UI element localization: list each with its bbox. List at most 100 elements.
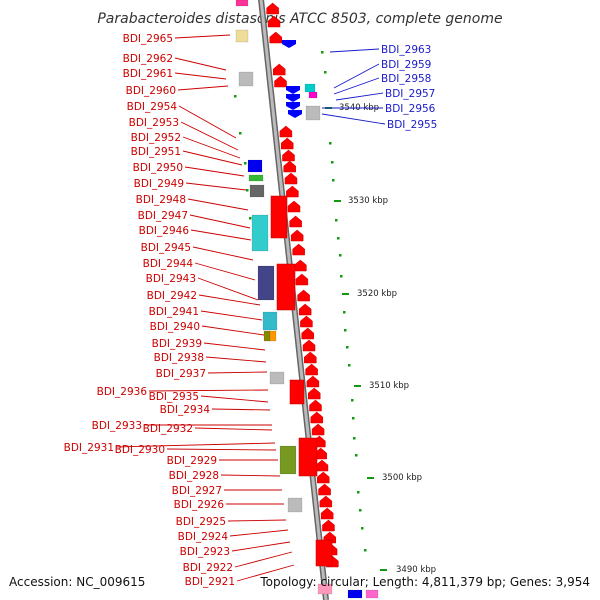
olive-green-feature [279, 445, 297, 475]
leader-line [329, 48, 380, 53]
leader-line [200, 310, 263, 321]
forward-gene-block [289, 379, 305, 405]
forward-gene-block [270, 195, 288, 239]
map-title: Parabacteroides distasonis ATCC 8503, co… [97, 11, 502, 27]
leader-line [203, 342, 266, 351]
topology-text: Topology: circular; Length: 4,811,379 bp… [259, 575, 590, 589]
left-gene-label: BDI_2947 [138, 210, 188, 222]
accession-text: Accession: NC_009615 [9, 575, 145, 589]
tick-mark [352, 417, 355, 420]
tick-mark [340, 275, 343, 278]
left-gene-label: BDI_2930 [115, 444, 165, 456]
forward-gene-arrow [272, 63, 286, 76]
left-gene-label: BDI_2929 [167, 455, 217, 467]
left-gene-label: BDI_2948 [136, 194, 186, 206]
right-gene-label: BDI_2963 [381, 44, 431, 56]
leader-line [234, 551, 293, 568]
left-gene-label: BDI_2945 [141, 242, 191, 254]
leader-line [211, 408, 271, 411]
left-gene-label: BDI_2941 [149, 306, 199, 318]
forward-gene-arrow [290, 229, 304, 242]
left-gene-label: BDI_2932 [143, 423, 193, 435]
kbp-label: 3500 kbp [382, 473, 422, 483]
right-gene-label: BDI_2956 [385, 103, 436, 115]
leader-line [184, 166, 245, 177]
left-gene-label: BDI_2961 [123, 68, 173, 80]
tick-mark [355, 454, 358, 457]
forward-gene-arrow [286, 185, 299, 198]
tick-mark [339, 254, 342, 257]
leader-line [174, 72, 227, 80]
left-gene-label: BDI_2933 [92, 420, 142, 432]
left-gene-label: BDI_2936 [97, 386, 148, 398]
forward-gene-arrow [280, 137, 294, 150]
leader-line [178, 105, 237, 139]
kbp-label: 3530 kbp [348, 196, 388, 206]
tick-mark [246, 189, 249, 192]
left-gene-label: BDI_2921 [185, 576, 235, 588]
tick-mark [359, 509, 362, 512]
blue-feature [247, 159, 263, 173]
leader-line [174, 57, 227, 71]
forward-gene-arrow [319, 495, 333, 508]
right-gene-label: BDI_2955 [387, 119, 437, 131]
forward-gene-arrow [315, 459, 329, 472]
leader-line [229, 529, 289, 537]
tick-mark [244, 162, 247, 165]
tick-mark [357, 491, 360, 494]
forward-gene-arrow [298, 303, 312, 316]
tick-mark [329, 142, 332, 145]
leader-line [227, 519, 287, 522]
leader-line [236, 564, 295, 582]
forward-gene-arrow [301, 327, 314, 340]
left-gene-label: BDI_2944 [143, 258, 194, 270]
leader-line [182, 150, 243, 166]
left-gene-label: BDI_2952 [131, 132, 181, 144]
tick-mark [331, 161, 334, 164]
gray-feature [238, 71, 254, 87]
forward-gene-arrow [300, 315, 313, 328]
forward-gene-arrow [318, 483, 331, 496]
left-gene-label: BDI_2925 [176, 516, 226, 528]
forward-gene-arrow [287, 200, 301, 213]
forward-gene-arrow [297, 289, 310, 302]
leader-line [220, 474, 281, 477]
leader-line [200, 395, 269, 403]
yellow-feature [235, 29, 249, 43]
teal-feature [262, 311, 278, 331]
forward-gene-arrow [284, 172, 298, 185]
forward-gene-arrow [320, 507, 334, 520]
kbp-label: 3520 kbp [357, 289, 397, 299]
left-gene-label: BDI_2927 [172, 485, 222, 497]
left-gene-label: BDI_2962 [123, 53, 173, 65]
leader-line [231, 541, 291, 552]
tick-mark [361, 527, 364, 530]
leader-line [148, 389, 269, 392]
reverse-gene-arrow [286, 94, 300, 102]
leader-line [205, 356, 267, 363]
kbp-label: 3490 kbp [396, 565, 436, 575]
tick-mark [324, 71, 327, 74]
left-gene-label: BDI_2942 [147, 290, 197, 302]
left-gene-label: BDI_2953 [129, 117, 179, 129]
forward-gene-arrow [304, 351, 317, 364]
left-gene-label: BDI_2931 [64, 442, 114, 454]
left-gene-label: BDI_2949 [134, 178, 184, 190]
pink-feature [317, 583, 333, 595]
left-gene-label: BDI_2965 [123, 33, 173, 45]
leader-line [197, 277, 259, 301]
leader-line [190, 229, 252, 241]
reverse-gene-arrow [286, 86, 300, 94]
left-gene-label: BDI_2943 [146, 273, 196, 285]
left-gene-label: BDI_2938 [154, 352, 204, 364]
tick-mark [364, 549, 367, 552]
darkgray-feature [249, 184, 265, 198]
cyan-feature [251, 214, 269, 252]
kbp-label: 3510 kbp [369, 381, 409, 391]
tick-mark [335, 219, 338, 222]
left-gene-label: BDI_2940 [150, 321, 200, 333]
forward-gene-arrow [307, 387, 321, 400]
left-gene-label: BDI_2928 [169, 470, 219, 482]
forward-gene-arrow [322, 519, 335, 532]
forward-gene-arrow [302, 339, 316, 352]
